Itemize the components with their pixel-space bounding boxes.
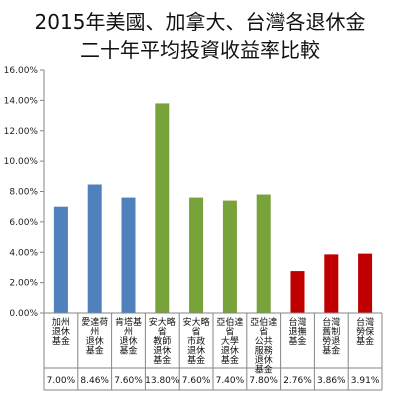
bar — [189, 197, 204, 313]
y-tick-label: 4.00% — [9, 248, 38, 258]
category-label: 台灣勞保基金 — [356, 316, 374, 347]
y-tick-label: 2.00% — [9, 279, 38, 289]
y-tick-label: 10.00% — [4, 157, 39, 167]
y-tick-label: 6.00% — [9, 218, 38, 228]
y-tick-label: 14.00% — [4, 96, 39, 106]
bar — [256, 194, 271, 313]
bar — [87, 184, 102, 313]
category-label: 亞伯達省公共服務退休基金 — [250, 316, 277, 376]
category-label: 肯塔基州退休基金 — [115, 316, 142, 357]
bar — [53, 206, 68, 313]
chart-title-line-2: 二十年平均投資收益率比較 — [80, 38, 320, 62]
y-tick-label: 0.00% — [9, 309, 38, 319]
bar — [121, 197, 136, 313]
y-tick-label: 16.00% — [4, 66, 39, 76]
bar — [290, 271, 305, 313]
category-label: 安大略省教師退休基金 — [149, 316, 176, 366]
value-label: 13.80% — [145, 376, 180, 386]
bar — [324, 254, 339, 313]
chart-title-line-1: 2015年美國、加拿大、台灣各退休金 — [34, 10, 366, 34]
value-label: 2.76% — [283, 376, 312, 386]
category-label: 愛達荷州退休基金 — [81, 316, 108, 357]
bar — [155, 103, 170, 313]
value-label: 7.80% — [249, 376, 278, 386]
category-label: 台灣退撫基金 — [288, 316, 306, 347]
value-label: 7.60% — [182, 376, 211, 386]
category-label: 台灣舊制勞退基金 — [322, 316, 340, 357]
y-tick-label: 12.00% — [4, 127, 39, 137]
category-label: 安大略省市政退休基金 — [183, 316, 210, 366]
y-tick-label: 8.00% — [9, 188, 38, 198]
value-label: 7.00% — [47, 376, 76, 386]
value-label: 8.46% — [80, 376, 109, 386]
value-label: 3.91% — [351, 376, 380, 386]
value-label: 7.40% — [216, 376, 245, 386]
value-label: 7.60% — [114, 376, 143, 386]
bar — [358, 253, 373, 313]
category-label: 加州退休基金 — [52, 317, 70, 347]
category-label: 亞伯達省大學退休基金 — [216, 316, 243, 366]
bar — [222, 200, 237, 313]
value-label: 3.86% — [317, 376, 346, 386]
